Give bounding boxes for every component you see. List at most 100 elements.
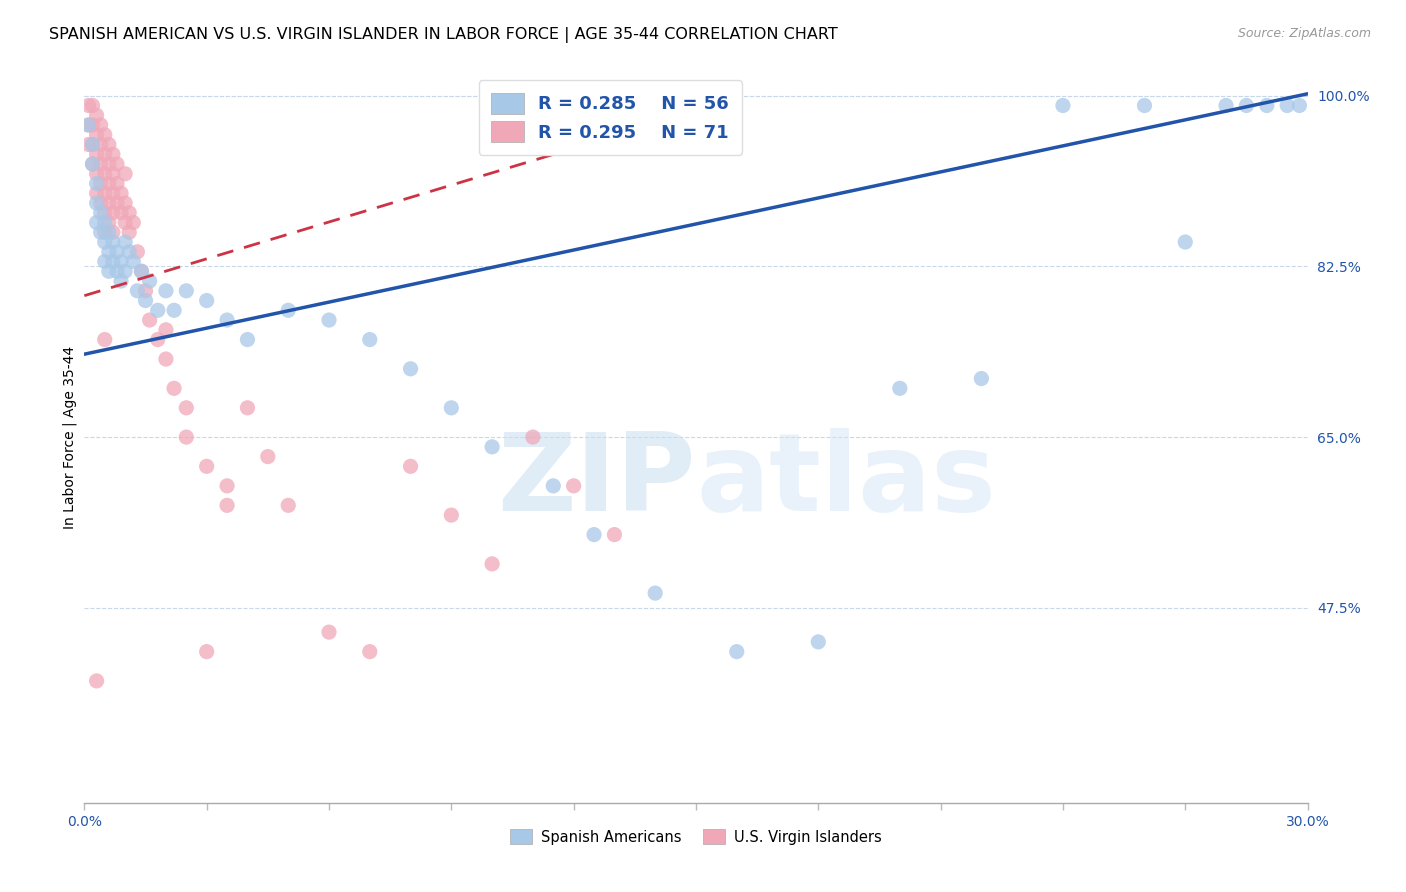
- Point: [114, 235, 136, 249]
- Point: [138, 274, 160, 288]
- Point: [97, 264, 120, 278]
- Point: [146, 333, 169, 347]
- Point: [105, 177, 128, 191]
- Point: [101, 186, 124, 201]
- Point: [1277, 98, 1299, 112]
- Point: [93, 333, 115, 347]
- Point: [174, 284, 197, 298]
- Point: [114, 215, 136, 229]
- Point: [90, 225, 112, 239]
- Point: [603, 527, 626, 541]
- Point: [93, 167, 115, 181]
- Point: [86, 128, 108, 142]
- Point: [440, 508, 463, 522]
- Point: [277, 303, 299, 318]
- Point: [359, 333, 381, 347]
- Point: [105, 196, 128, 211]
- Point: [318, 313, 340, 327]
- Point: [77, 137, 100, 152]
- Point: [97, 225, 120, 239]
- Point: [93, 215, 115, 229]
- Point: [101, 167, 124, 181]
- Text: Source: ZipAtlas.com: Source: ZipAtlas.com: [1237, 27, 1371, 40]
- Point: [236, 333, 259, 347]
- Point: [195, 645, 218, 659]
- Point: [82, 157, 104, 171]
- Point: [97, 244, 120, 259]
- Point: [82, 98, 104, 112]
- Point: [86, 108, 108, 122]
- Point: [118, 206, 141, 220]
- Point: [807, 635, 830, 649]
- Point: [101, 206, 124, 220]
- Point: [101, 225, 124, 239]
- Point: [440, 401, 463, 415]
- Point: [77, 118, 100, 132]
- Point: [101, 254, 124, 268]
- Point: [359, 645, 381, 659]
- Point: [97, 177, 120, 191]
- Point: [118, 244, 141, 259]
- Point: [155, 323, 177, 337]
- Point: [543, 479, 565, 493]
- Point: [86, 167, 108, 181]
- Text: ZIP: ZIP: [498, 428, 696, 534]
- Point: [110, 254, 132, 268]
- Point: [82, 118, 104, 132]
- Y-axis label: In Labor Force | Age 35-44: In Labor Force | Age 35-44: [63, 345, 77, 529]
- Point: [1133, 98, 1156, 112]
- Point: [163, 303, 186, 318]
- Point: [1052, 98, 1074, 112]
- Point: [82, 137, 104, 152]
- Point: [90, 177, 112, 191]
- Point: [131, 264, 153, 278]
- Point: [583, 527, 606, 541]
- Point: [86, 673, 108, 688]
- Point: [155, 352, 177, 367]
- Point: [146, 303, 169, 318]
- Point: [101, 235, 124, 249]
- Point: [90, 118, 112, 132]
- Point: [93, 128, 115, 142]
- Point: [127, 284, 149, 298]
- Point: [318, 625, 340, 640]
- Point: [562, 479, 585, 493]
- Point: [195, 459, 218, 474]
- Point: [163, 381, 186, 395]
- Point: [522, 430, 544, 444]
- Point: [122, 254, 145, 268]
- Point: [217, 313, 239, 327]
- Point: [1288, 98, 1310, 112]
- Point: [970, 371, 993, 385]
- Text: SPANISH AMERICAN VS U.S. VIRGIN ISLANDER IN LABOR FORCE | AGE 35-44 CORRELATION : SPANISH AMERICAN VS U.S. VIRGIN ISLANDER…: [49, 27, 838, 43]
- Point: [77, 118, 100, 132]
- Point: [127, 244, 149, 259]
- Point: [1174, 235, 1197, 249]
- Point: [481, 557, 503, 571]
- Point: [97, 215, 120, 229]
- Point: [93, 186, 115, 201]
- Point: [138, 313, 160, 327]
- Legend: Spanish Americans, U.S. Virgin Islanders: Spanish Americans, U.S. Virgin Islanders: [505, 823, 887, 850]
- Point: [86, 177, 108, 191]
- Point: [110, 274, 132, 288]
- Point: [105, 157, 128, 171]
- Text: atlas: atlas: [696, 428, 995, 534]
- Point: [174, 401, 197, 415]
- Point: [725, 645, 748, 659]
- Point: [122, 215, 145, 229]
- Point: [155, 284, 177, 298]
- Point: [277, 499, 299, 513]
- Point: [93, 235, 115, 249]
- Point: [131, 264, 153, 278]
- Point: [114, 196, 136, 211]
- Point: [1215, 98, 1237, 112]
- Point: [644, 586, 666, 600]
- Point: [889, 381, 911, 395]
- Point: [93, 147, 115, 161]
- Point: [110, 186, 132, 201]
- Point: [195, 293, 218, 308]
- Point: [1256, 98, 1278, 112]
- Point: [399, 459, 422, 474]
- Point: [86, 196, 108, 211]
